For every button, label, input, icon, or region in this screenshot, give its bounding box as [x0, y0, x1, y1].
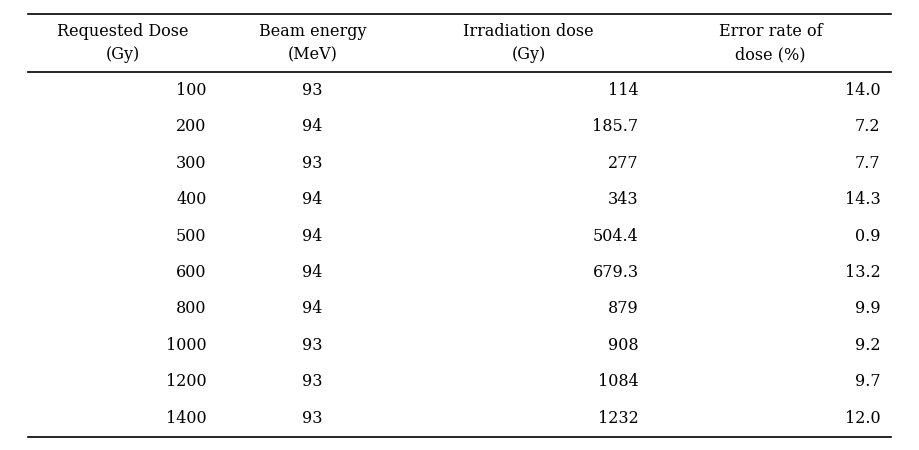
- Text: 14.0: 14.0: [845, 82, 880, 99]
- Text: 504.4: 504.4: [593, 228, 639, 244]
- Text: 277: 277: [607, 155, 639, 171]
- Text: dose (%): dose (%): [735, 46, 806, 63]
- Text: 1200: 1200: [166, 374, 207, 390]
- Text: 908: 908: [607, 337, 639, 354]
- Text: 200: 200: [176, 118, 207, 135]
- Text: (Gy): (Gy): [106, 46, 140, 63]
- Text: 1232: 1232: [597, 410, 639, 427]
- Text: 9.9: 9.9: [855, 301, 880, 317]
- Text: Error rate of: Error rate of: [719, 22, 823, 40]
- Text: 94: 94: [302, 191, 323, 208]
- Text: 1000: 1000: [166, 337, 207, 354]
- Text: 1400: 1400: [166, 410, 207, 427]
- Text: 93: 93: [302, 155, 323, 171]
- Text: 300: 300: [176, 155, 207, 171]
- Text: 185.7: 185.7: [593, 118, 639, 135]
- Text: 343: 343: [607, 191, 639, 208]
- Text: 800: 800: [176, 301, 207, 317]
- Text: 100: 100: [176, 82, 207, 99]
- Text: Beam energy: Beam energy: [259, 22, 367, 40]
- Text: 93: 93: [302, 337, 323, 354]
- Text: Requested Dose: Requested Dose: [57, 22, 188, 40]
- Text: 94: 94: [302, 118, 323, 135]
- Text: 400: 400: [176, 191, 207, 208]
- Text: 93: 93: [302, 410, 323, 427]
- Text: 94: 94: [302, 228, 323, 244]
- Text: 94: 94: [302, 264, 323, 281]
- Text: 13.2: 13.2: [845, 264, 880, 281]
- Text: 114: 114: [607, 82, 639, 99]
- Text: 12.0: 12.0: [845, 410, 880, 427]
- Text: 0.9: 0.9: [855, 228, 880, 244]
- Text: 94: 94: [302, 301, 323, 317]
- Text: (MeV): (MeV): [288, 46, 337, 63]
- Text: 879: 879: [607, 301, 639, 317]
- Text: 1084: 1084: [597, 374, 639, 390]
- Text: 93: 93: [302, 374, 323, 390]
- Text: 7.7: 7.7: [855, 155, 880, 171]
- Text: 600: 600: [176, 264, 207, 281]
- Text: 679.3: 679.3: [593, 264, 639, 281]
- Text: (Gy): (Gy): [512, 46, 546, 63]
- Text: 500: 500: [176, 228, 207, 244]
- Text: 93: 93: [302, 82, 323, 99]
- Text: 9.7: 9.7: [855, 374, 880, 390]
- Text: 14.3: 14.3: [845, 191, 880, 208]
- Text: Irradiation dose: Irradiation dose: [463, 22, 594, 40]
- Text: 9.2: 9.2: [855, 337, 880, 354]
- Text: 7.2: 7.2: [855, 118, 880, 135]
